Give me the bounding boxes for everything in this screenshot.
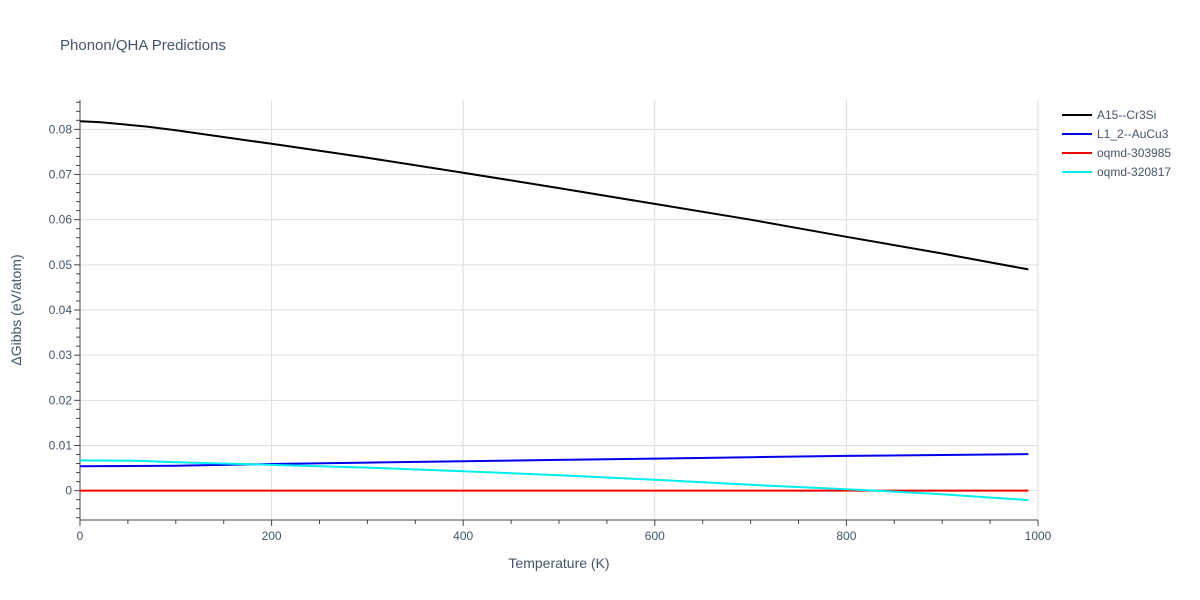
y-tick-label: 0.02 [49, 393, 73, 407]
chart-title: Phonon/QHA Predictions [60, 37, 226, 54]
x-tick-label: 200 [262, 529, 282, 543]
legend-item[interactable]: oqmd-320817 [1062, 165, 1171, 179]
grid [80, 100, 1039, 520]
y-tick-label: 0 [65, 484, 72, 498]
series-lines [79, 120, 1029, 502]
x-tick-label: 0 [77, 529, 84, 543]
legend-item[interactable]: A15--Cr3Si [1062, 108, 1156, 122]
legend-label: oqmd-303985 [1097, 146, 1171, 160]
x-tick-label: 400 [453, 529, 473, 543]
series-line-oqmd-320817 [79, 459, 1029, 502]
legend-item[interactable]: L1_2--AuCu3 [1062, 127, 1169, 141]
tick-labels: 0 200 400 600 800 1000 0 0.01 0.02 0.03 0.04 0.05 0.… [49, 122, 1052, 543]
y-tick-label: 0.05 [49, 258, 73, 272]
y-tick-label: 0.06 [49, 213, 73, 227]
series-line-A15--Cr3Si [79, 120, 1029, 271]
x-tick-label: 600 [645, 529, 665, 543]
legend-label: A15--Cr3Si [1097, 108, 1156, 122]
y-tick-label: 0.01 [49, 438, 73, 452]
legend-label: L1_2--AuCu3 [1097, 127, 1169, 141]
x-tick-label: 1000 [1025, 529, 1052, 543]
axes [74, 100, 1039, 526]
y-axis-title: ΔGibbs (eV/atom) [8, 254, 24, 365]
y-tick-label: 0.08 [49, 122, 73, 136]
y-tick-label: 0.04 [49, 303, 73, 317]
x-tick-label: 800 [836, 529, 856, 543]
x-axis-title: Temperature (K) [508, 555, 609, 571]
y-tick-label: 0.07 [49, 168, 73, 182]
legend[interactable]: A15--Cr3Si L1_2--AuCu3 oqmd-303985 oqmd-320… [1062, 108, 1171, 179]
y-tick-label: 0.03 [49, 348, 73, 362]
legend-item[interactable]: oqmd-303985 [1062, 146, 1171, 160]
legend-label: oqmd-320817 [1097, 165, 1171, 179]
